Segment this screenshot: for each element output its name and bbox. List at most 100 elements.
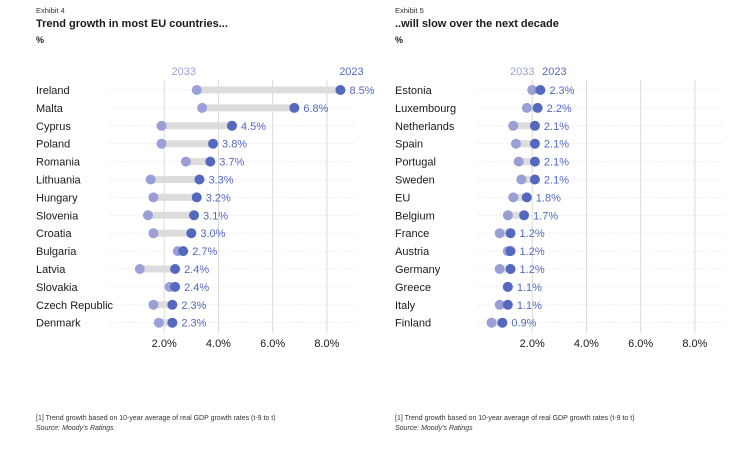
category-label: Croatia [36, 228, 72, 240]
source-text: Source: Moody’s Ratings [36, 425, 114, 432]
point-2033 [145, 174, 156, 185]
category-label: Portugal [395, 157, 436, 169]
chart-unit: % [395, 35, 404, 45]
exhibit-5-panel: Exhibit 5 ..will slow over the next deca… [371, 0, 742, 450]
point-2033 [502, 210, 513, 221]
category-label: EU [395, 192, 410, 204]
point-2023 [186, 228, 197, 239]
category-label: Denmark [36, 318, 81, 330]
legend-2023: 2023 [542, 66, 566, 78]
category-label: Bulgaria [36, 246, 77, 258]
footnote-text: [1] Trend growth based on 10-year averag… [395, 415, 635, 422]
x-tick-label: 2.0% [520, 338, 545, 350]
category-label: France [395, 228, 429, 240]
data-label-2023: 3.3% [208, 175, 233, 187]
data-label-2023: 3.8% [222, 139, 247, 151]
point-2033 [180, 156, 191, 167]
point-2023 [505, 264, 516, 274]
point-2023 [335, 85, 346, 95]
point-2033 [513, 156, 524, 167]
point-2033 [156, 120, 167, 131]
category-label: Slovakia [36, 282, 78, 294]
category-label: Belgium [395, 210, 435, 222]
data-label-2023: 2.3% [549, 85, 574, 97]
x-tick-label: 6.0% [260, 338, 285, 350]
category-label: Netherlands [395, 121, 455, 133]
point-2033 [142, 210, 153, 221]
data-label-2023: 3.0% [200, 228, 225, 240]
data-label-2023: 3.2% [206, 192, 231, 204]
data-label-2023: 2.1% [544, 157, 569, 169]
category-label: Austria [395, 246, 430, 258]
category-label: Czech Republic [36, 300, 114, 312]
data-label-2023: 3.7% [219, 157, 244, 169]
category-label: Hungary [36, 192, 78, 204]
data-label-2023: 3.1% [203, 210, 228, 222]
x-tick-label: 2.0% [152, 338, 177, 350]
legend-2023: 2023 [339, 66, 363, 78]
dumbbell-chart-left: 2.0% 4.0% 6.0% 8.0% 2033 2023 Ireland 8.5% Malta… [36, 66, 375, 350]
footnote: [1] Trend growth based on 10-year averag… [395, 414, 635, 434]
point-2023 [529, 120, 540, 131]
point-2023 [194, 174, 205, 185]
point-2023 [502, 299, 513, 310]
x-tick-label: 4.0% [206, 338, 231, 350]
point-2023 [178, 246, 189, 257]
category-label: Estonia [395, 85, 433, 97]
category-label: Sweden [395, 175, 435, 187]
point-2023 [519, 210, 530, 221]
category-label: Germany [395, 264, 441, 276]
exhibit-label: Exhibit 4 [36, 6, 65, 15]
category-label: Luxembourg [395, 103, 456, 115]
point-2023 [289, 102, 300, 113]
point-2033 [508, 120, 519, 131]
point-2023 [167, 317, 178, 328]
point-2033 [148, 299, 159, 310]
data-label-2023: 1.2% [520, 228, 545, 240]
point-2033 [153, 317, 164, 328]
data-label-2023: 8.5% [349, 85, 374, 97]
category-label: Greece [395, 282, 431, 294]
point-2033 [156, 138, 167, 149]
data-label-2023: 1.2% [520, 246, 545, 258]
x-tick-label: 6.0% [628, 338, 653, 350]
point-2033 [148, 192, 159, 203]
x-tick-label: 8.0% [314, 338, 339, 350]
point-2033 [494, 299, 505, 310]
chart-unit: % [36, 35, 45, 45]
category-label: Romania [36, 157, 81, 169]
point-2023 [189, 210, 200, 221]
point-2033 [527, 85, 538, 95]
point-2033 [508, 192, 519, 203]
data-label-2023: 2.1% [544, 121, 569, 133]
footnote: [1] Trend growth based on 10-year averag… [36, 414, 276, 434]
legend-2033: 2033 [172, 66, 196, 78]
data-label-2023: 2.2% [547, 103, 572, 115]
point-2023 [505, 246, 516, 257]
data-label-2023: 1.7% [533, 210, 558, 222]
chart-title: ..will slow over the next decade [395, 18, 559, 30]
data-label-2023: 0.9% [511, 318, 536, 330]
data-label-2023: 1.1% [517, 282, 542, 294]
point-2023 [170, 281, 181, 292]
data-label-2023: 2.7% [192, 246, 217, 258]
point-2033 [494, 228, 505, 239]
dumbbell-chart-right: 2.0% 4.0% 6.0% 8.0% 2033 2023 Estonia 2.3% Luxem… [395, 66, 722, 350]
point-2033 [494, 264, 505, 274]
category-label: Malta [36, 103, 64, 115]
data-label-2023: 1.8% [536, 192, 561, 204]
category-label: Finland [395, 318, 431, 330]
data-label-2023: 4.5% [241, 121, 266, 133]
point-2033 [516, 174, 527, 185]
x-tick-label: 4.0% [574, 338, 599, 350]
point-2023 [497, 317, 508, 328]
data-label-2023: 2.4% [184, 282, 209, 294]
point-2033 [521, 102, 532, 113]
category-label: Italy [395, 300, 416, 312]
point-2033 [197, 102, 208, 113]
data-label-2023: 2.3% [181, 300, 206, 312]
category-label: Latvia [36, 264, 66, 276]
data-label-2023: 2.1% [544, 175, 569, 187]
data-label-2023: 1.2% [520, 264, 545, 276]
point-2023 [535, 85, 546, 95]
